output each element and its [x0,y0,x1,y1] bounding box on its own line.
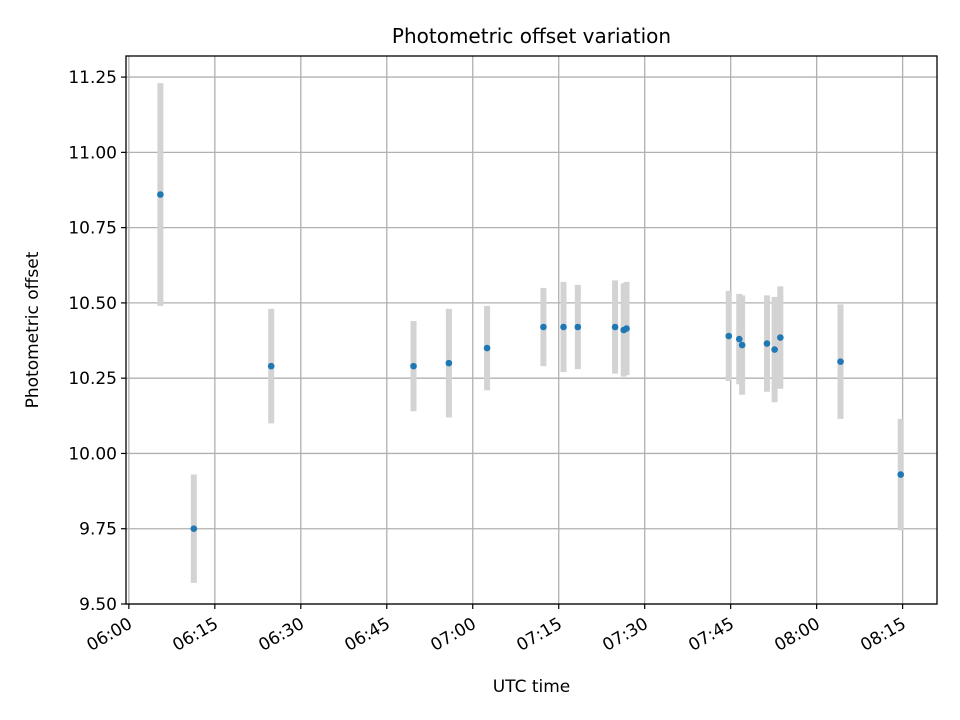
data-point [735,335,743,343]
y-axis-ticks: 9.50 9.75 10.00 10.25 10.50 10.75 11.00 11.25 [68,68,126,615]
chart-title: Photometric offset variation [392,24,671,48]
y-tick-label: 10.25 [68,369,117,389]
data-point [157,191,164,198]
data-point [725,332,733,340]
y-tick-label: 10.75 [68,219,117,239]
data-point [445,359,453,367]
data-point [410,362,417,370]
data-point [560,323,567,331]
data-point [738,341,746,349]
y-tick-label: 9.50 [79,595,117,615]
data-point [611,323,619,331]
data-point [190,525,198,533]
data-points [157,191,905,533]
data-point [574,323,582,331]
data-point [540,323,547,331]
data-point [777,334,784,341]
data-point [267,362,275,370]
y-tick-label: 11.25 [68,68,117,88]
y-tick-label: 9.75 [79,520,117,540]
y-tick-label: 10.50 [68,294,117,314]
data-point [763,340,771,347]
data-point [483,344,491,352]
y-tick-label: 10.00 [68,444,117,464]
y-axis-label: Photometric offset [23,251,43,408]
data-point [837,358,844,365]
data-point [623,325,630,332]
plot-frame [125,55,938,605]
y-tick-label: 11.00 [68,143,117,163]
data-point [897,471,905,478]
data-point [771,346,778,353]
x-axis-label: UTC time [493,677,571,697]
